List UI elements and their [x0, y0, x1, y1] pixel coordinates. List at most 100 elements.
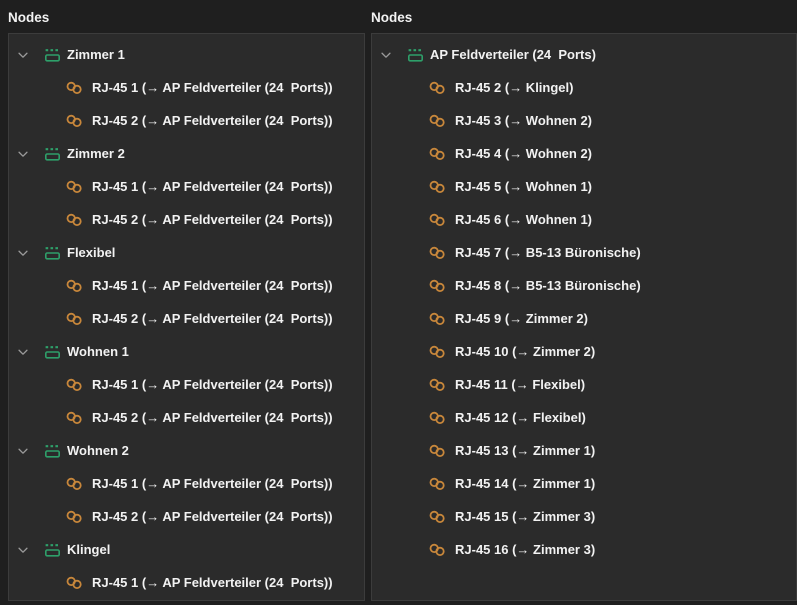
link-icon: [65, 113, 84, 129]
link-icon: [428, 542, 447, 558]
link-icon: [428, 278, 447, 294]
tree-node-device[interactable]: Zimmer 2: [9, 137, 364, 170]
tree-node-device[interactable]: Klingel: [9, 533, 364, 566]
link-icon: [428, 212, 447, 228]
port-label: RJ-45 13 (→ Zimmer 1): [455, 443, 596, 458]
tree-node-device[interactable]: Wohnen 2: [9, 434, 364, 467]
device-icon: [44, 245, 61, 261]
port-label: RJ-45 15 (→ Zimmer 3): [455, 509, 596, 524]
tree-node-port[interactable]: RJ-45 1 (→ AP Feldverteiler (24 Ports)): [9, 368, 364, 401]
link-icon: [428, 377, 447, 393]
tree-node-port[interactable]: RJ-45 1 (→ AP Feldverteiler (24 Ports)): [9, 71, 364, 104]
tree-node-port[interactable]: RJ-45 2 (→ AP Feldverteiler (24 Ports)): [9, 104, 364, 137]
tree-node-port[interactable]: RJ-45 10 (→ Zimmer 2): [372, 335, 796, 368]
node-tree: AP Feldverteiler (24 Ports) RJ-45 2 (→ K…: [371, 33, 797, 601]
chevron-down-icon[interactable]: [12, 542, 34, 558]
port-label: RJ-45 2 (→ AP Feldverteiler (24 Ports)): [92, 311, 333, 326]
port-label: RJ-45 1 (→ AP Feldverteiler (24 Ports)): [92, 278, 333, 293]
link-icon: [428, 476, 447, 492]
tree-node-port[interactable]: RJ-45 1 (→ AP Feldverteiler (24 Ports)): [9, 467, 364, 500]
tree-node-port[interactable]: RJ-45 2 (→ AP Feldverteiler (24 Ports)): [9, 302, 364, 335]
link-icon: [428, 344, 447, 360]
tree-node-port[interactable]: RJ-45 14 (→ Zimmer 1): [372, 467, 796, 500]
port-label: RJ-45 2 (→ AP Feldverteiler (24 Ports)): [92, 113, 333, 128]
port-label: RJ-45 9 (→ Zimmer 2): [455, 311, 588, 326]
tree-node-port[interactable]: RJ-45 3 (→ Wohnen 2): [372, 104, 796, 137]
tree-node-port[interactable]: RJ-45 8 (→ B5-13 Büronische): [372, 269, 796, 302]
tree-node-port[interactable]: RJ-45 12 (→ Flexibel): [372, 401, 796, 434]
port-label: RJ-45 11 (→ Flexibel): [455, 377, 586, 392]
port-label: RJ-45 2 (→ Klingel): [455, 80, 574, 95]
port-label: RJ-45 4 (→ Wohnen 2): [455, 146, 593, 161]
tree-node-port[interactable]: RJ-45 6 (→ Wohnen 1): [372, 203, 796, 236]
port-label: RJ-45 16 (→ Zimmer 3): [455, 542, 596, 557]
link-icon: [428, 146, 447, 162]
tree-node-port[interactable]: RJ-45 16 (→ Zimmer 3): [372, 533, 796, 566]
node-label: Zimmer 2: [67, 146, 125, 161]
device-icon: [44, 542, 61, 558]
tree-node-port[interactable]: RJ-45 5 (→ Wohnen 1): [372, 170, 796, 203]
tree-node-port[interactable]: RJ-45 9 (→ Zimmer 2): [372, 302, 796, 335]
node-label: Wohnen 2: [67, 443, 129, 458]
chevron-down-icon[interactable]: [12, 443, 34, 459]
link-icon: [428, 179, 447, 195]
tree-node-port[interactable]: RJ-45 2 (→ Klingel): [372, 71, 796, 104]
port-label: RJ-45 1 (→ AP Feldverteiler (24 Ports)): [92, 476, 333, 491]
port-label: RJ-45 5 (→ Wohnen 1): [455, 179, 593, 194]
link-icon: [428, 311, 447, 327]
link-icon: [65, 377, 84, 393]
tree-node-port[interactable]: RJ-45 1 (→ AP Feldverteiler (24 Ports)): [9, 269, 364, 302]
node-label: Zimmer 1: [67, 47, 125, 62]
panel-title: Nodes: [8, 10, 50, 25]
node-label: Wohnen 1: [67, 344, 129, 359]
link-icon: [65, 476, 84, 492]
link-icon: [428, 245, 447, 261]
nodes-panel-left: Nodes Zimmer 1 RJ-45 1 (→ AP Feldverteil…: [8, 0, 365, 601]
port-label: RJ-45 2 (→ AP Feldverteiler (24 Ports)): [92, 509, 333, 524]
device-icon: [44, 344, 61, 360]
link-icon: [65, 311, 84, 327]
node-label: Klingel: [67, 542, 111, 557]
tree-node-port[interactable]: RJ-45 15 (→ Zimmer 3): [372, 500, 796, 533]
chevron-down-icon[interactable]: [12, 245, 34, 261]
port-label: RJ-45 7 (→ B5-13 Büronische): [455, 245, 641, 260]
link-icon: [65, 179, 84, 195]
chevron-down-icon[interactable]: [12, 47, 34, 63]
chevron-down-icon[interactable]: [375, 47, 397, 63]
port-label: RJ-45 6 (→ Wohnen 1): [455, 212, 593, 227]
tree-node-device[interactable]: Flexibel: [9, 236, 364, 269]
tree-node-port[interactable]: RJ-45 4 (→ Wohnen 2): [372, 137, 796, 170]
chevron-down-icon[interactable]: [12, 146, 34, 162]
tree-node-device[interactable]: AP Feldverteiler (24 Ports): [372, 38, 796, 71]
link-icon: [65, 278, 84, 294]
link-icon: [65, 80, 84, 96]
port-label: RJ-45 1 (→ AP Feldverteiler (24 Ports)): [92, 377, 333, 392]
device-icon: [44, 47, 61, 63]
tree-node-device[interactable]: Zimmer 1: [9, 38, 364, 71]
port-label: RJ-45 1 (→ AP Feldverteiler (24 Ports)): [92, 179, 333, 194]
panel-title: Nodes: [371, 10, 413, 25]
tree-node-port[interactable]: RJ-45 2 (→ AP Feldverteiler (24 Ports)): [9, 500, 364, 533]
link-icon: [428, 113, 447, 129]
port-label: RJ-45 2 (→ AP Feldverteiler (24 Ports)): [92, 212, 333, 227]
node-label: AP Feldverteiler (24 Ports): [430, 47, 596, 62]
tree-node-device[interactable]: Wohnen 1: [9, 335, 364, 368]
tree-node-port[interactable]: RJ-45 2 (→ AP Feldverteiler (24 Ports)): [9, 203, 364, 236]
device-icon: [44, 443, 61, 459]
link-icon: [65, 212, 84, 228]
tree-node-port[interactable]: RJ-45 2 (→ AP Feldverteiler (24 Ports)): [9, 401, 364, 434]
device-icon: [407, 47, 424, 63]
node-tree: Zimmer 1 RJ-45 1 (→ AP Feldverteiler (24…: [8, 33, 365, 601]
tree-node-port[interactable]: RJ-45 7 (→ B5-13 Büronische): [372, 236, 796, 269]
chevron-down-icon[interactable]: [12, 344, 34, 360]
tree-node-port[interactable]: RJ-45 1 (→ AP Feldverteiler (24 Ports)): [9, 170, 364, 203]
tree-node-port[interactable]: RJ-45 1 (→ AP Feldverteiler (24 Ports)): [9, 566, 364, 599]
port-label: RJ-45 8 (→ B5-13 Büronische): [455, 278, 641, 293]
node-label: Flexibel: [67, 245, 116, 260]
tree-node-port[interactable]: RJ-45 13 (→ Zimmer 1): [372, 434, 796, 467]
tree-node-port[interactable]: RJ-45 11 (→ Flexibel): [372, 368, 796, 401]
link-icon: [65, 575, 84, 591]
port-label: RJ-45 1 (→ AP Feldverteiler (24 Ports)): [92, 80, 333, 95]
port-label: RJ-45 10 (→ Zimmer 2): [455, 344, 596, 359]
port-label: RJ-45 12 (→ Flexibel): [455, 410, 586, 425]
